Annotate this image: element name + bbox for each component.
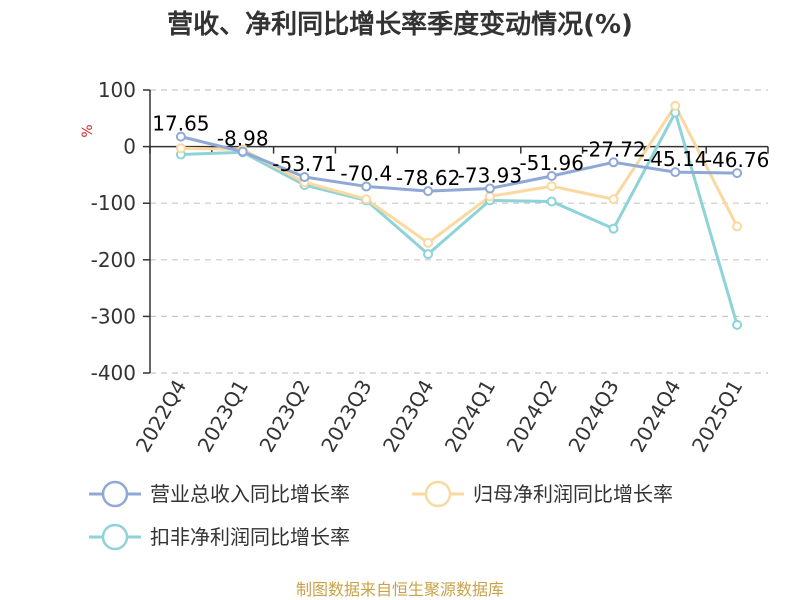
legend-marker	[424, 480, 452, 508]
legend-label: 营业总收入同比增长率	[150, 482, 350, 506]
x-tick-label: 2024Q1	[440, 376, 500, 457]
y-tick-label: 100	[98, 78, 136, 102]
x-tick-label: 2023Q2	[254, 376, 314, 457]
series-0-point	[175, 131, 186, 142]
data-label: -8.98	[217, 127, 269, 151]
x-tick-label: 2024Q3	[563, 376, 623, 457]
series-0-point	[423, 186, 434, 197]
x-tick-label: 2022Q4	[131, 376, 191, 457]
series-0-point	[361, 181, 372, 192]
data-label: -46.76	[705, 148, 769, 172]
data-label: -51.96	[519, 151, 583, 175]
series-2-point	[423, 249, 434, 260]
data-label: -27.72	[581, 137, 645, 161]
x-tick-label: 2023Q4	[378, 376, 438, 457]
data-label: -73.93	[458, 163, 522, 187]
series-2-point	[546, 196, 557, 207]
data-labels: 17.65-8.98-53.71 -70.4 -78.62-73.93-51.96-…	[152, 112, 769, 190]
series-2-point	[732, 319, 743, 330]
series-0-point	[732, 168, 743, 179]
data-label: -45.14	[643, 147, 707, 171]
y-tick-label: -300	[91, 304, 136, 328]
series-points	[175, 100, 743, 330]
y-tick-label: -100	[91, 191, 136, 215]
series-0-point	[299, 171, 310, 182]
legend-marker	[101, 523, 129, 551]
data-label: -53.71	[272, 152, 336, 176]
series-2-point	[608, 223, 619, 234]
y-tick-label: 0	[123, 135, 136, 159]
series-1-point	[546, 181, 557, 192]
series-line-0	[180, 135, 738, 193]
x-tick-label: 2023Q3	[316, 376, 376, 457]
series-1-point	[175, 143, 186, 154]
source-footer: 制图数据来自恒生聚源数据库	[296, 580, 504, 599]
x-tick-label: 2024Q4	[625, 376, 685, 457]
series-1-point	[608, 194, 619, 205]
series-1-point	[361, 194, 372, 205]
series-1-point	[423, 237, 434, 248]
legend-marker	[101, 480, 129, 508]
series-1-point	[484, 191, 495, 202]
y-tick-label: -200	[91, 248, 136, 272]
series-0-point	[546, 171, 557, 182]
series-0-point	[484, 183, 495, 194]
chart-title: 营收、净利同比增长率季度变动情况(%)	[167, 9, 633, 40]
y-tick-label: -400	[91, 361, 136, 385]
data-label: -78.62	[396, 166, 460, 190]
series-lines	[180, 104, 739, 326]
series-0-point	[670, 167, 681, 178]
series-line-2	[180, 111, 739, 326]
legend-label: 扣非净利润同比增长率	[150, 525, 350, 549]
series-0-point	[237, 146, 248, 157]
x-tick-label: 2024Q2	[502, 376, 562, 457]
y-axis-label: %	[80, 124, 96, 137]
grid-lines	[150, 89, 768, 374]
series-1-point	[670, 100, 681, 111]
data-label: -70.4	[340, 161, 392, 185]
x-tick-label: 2023Q1	[193, 376, 253, 457]
legend-label: 归母净利润同比增长率	[473, 482, 673, 506]
series-1-point	[732, 221, 743, 232]
series-0-point	[608, 157, 619, 168]
data-label: 17.65	[152, 112, 209, 136]
x-tick-label: 2025Q1	[687, 376, 747, 457]
